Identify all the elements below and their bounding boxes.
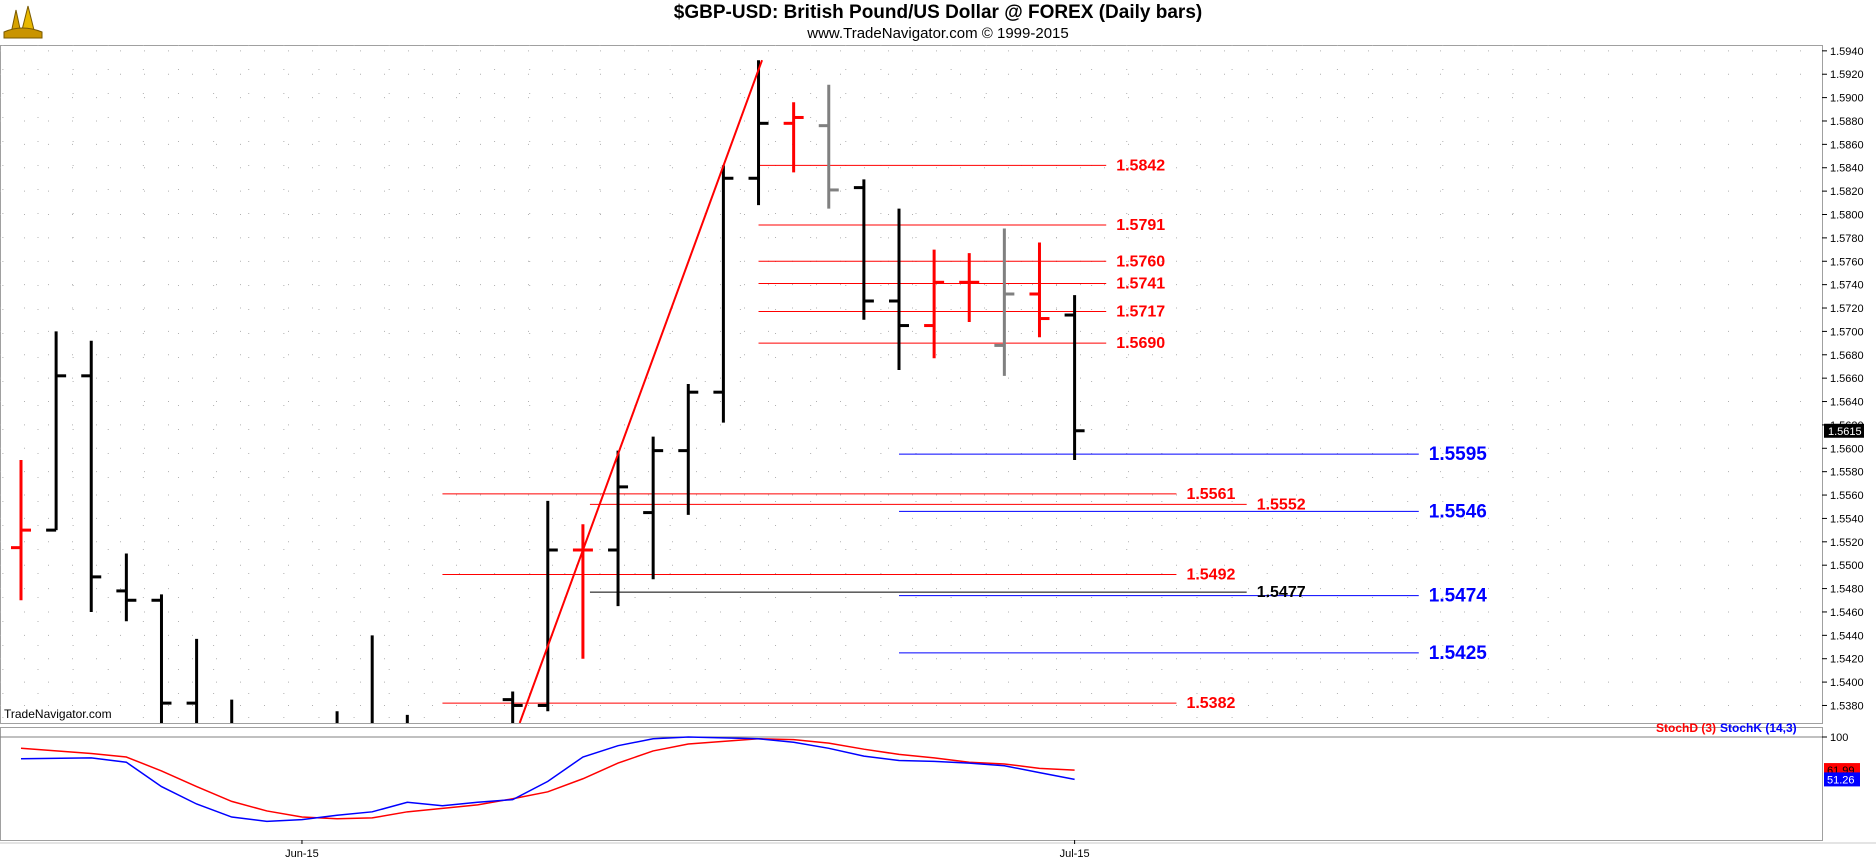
y-axis-tick-label: 1.5700 — [1830, 326, 1864, 338]
ohlc-bar — [818, 84, 839, 209]
ohlc-bar — [46, 331, 67, 532]
stoch-k-badge — [1824, 772, 1860, 787]
fib-level-label: 1.5474 — [1429, 586, 1488, 607]
chart-title: $GBP-USD: British Pound/US Dollar @ FORE… — [673, 2, 1203, 23]
watermark-text: TradeNavigator.com — [4, 707, 112, 721]
stochastic-y-tick-label: 100 — [1830, 732, 1848, 744]
fib-level-label: 1.5595 — [1429, 444, 1488, 465]
chart-subtitle: www.TradeNavigator.com © 1999-2015 — [807, 25, 1069, 42]
fib-level-label: 1.5791 — [1116, 217, 1165, 234]
fib-level-label: 1.5492 — [1186, 567, 1235, 584]
stoch-d-line — [20, 737, 1075, 820]
ohlc-bar — [572, 524, 593, 659]
y-axis-tick-label: 1.5480 — [1830, 584, 1864, 596]
ohlc-bar — [537, 500, 558, 712]
fib-level-label: 1.5717 — [1116, 304, 1165, 321]
fib-level-label: 1.5552 — [1257, 496, 1306, 513]
ohlc-bar — [502, 691, 523, 723]
stochastic-legend-item: StochK (14,3) — [1720, 721, 1797, 735]
y-axis-tick-label: 1.5560 — [1830, 490, 1864, 502]
ohlc-bar — [432, 729, 452, 799]
y-axis-tick-label: 1.5860 — [1830, 139, 1864, 151]
stoch-k-value: 51.26 — [1827, 774, 1855, 786]
ohlc-bar — [335, 711, 339, 723]
fib-level-label: 1.5382 — [1186, 695, 1235, 712]
ohlc-bar — [924, 249, 945, 359]
fib-level-label: 1.5741 — [1116, 275, 1165, 292]
stochastic-legend-item: StochD (3) — [1656, 721, 1716, 735]
ohlc-bar — [889, 208, 909, 370]
ohlc-bar — [257, 741, 277, 799]
trade-navigator-logo — [3, 5, 43, 39]
fib-level-label: 1.5690 — [1116, 335, 1165, 352]
y-axis-tick-label: 1.5460 — [1830, 607, 1864, 619]
ohlc-bar — [151, 594, 172, 723]
y-axis-tick-label: 1.5420 — [1830, 654, 1864, 666]
y-axis-tick-label: 1.5800 — [1830, 210, 1864, 222]
ohlc-bar — [230, 699, 234, 723]
ohlc-bar — [292, 752, 312, 799]
y-axis-tick-label: 1.5680 — [1830, 350, 1864, 362]
y-axis-tick-label: 1.5920 — [1830, 69, 1864, 81]
y-axis-tick-label: 1.5520 — [1830, 537, 1864, 549]
stoch-k-line — [20, 736, 1075, 823]
trendline — [518, 59, 763, 723]
y-axis-tick-label: 1.5900 — [1830, 93, 1864, 105]
ohlc-bar — [748, 60, 769, 206]
x-axis-tick-label: Jun-15 — [285, 848, 319, 860]
price-grid — [0, 45, 1822, 723]
y-axis-tick-label: 1.5500 — [1830, 560, 1864, 572]
y-axis-tick-label: 1.5580 — [1830, 467, 1864, 479]
ohlc-bar — [370, 635, 374, 723]
fib-level-label: 1.5477 — [1257, 584, 1306, 601]
fib-level-label: 1.5842 — [1116, 157, 1165, 174]
ohlc-bar — [81, 340, 102, 612]
ohlc-bar — [608, 450, 629, 607]
last-price-badge — [1824, 423, 1864, 438]
y-axis-tick-label: 1.5760 — [1830, 256, 1864, 268]
fib-levels — [442, 164, 1419, 704]
y-axis-tick-label: 1.5440 — [1830, 630, 1864, 642]
y-axis-tick-label: 1.5740 — [1830, 280, 1864, 292]
y-axis-tick-label: 1.5640 — [1830, 397, 1864, 409]
y-axis-tick-label: 1.5400 — [1830, 677, 1864, 689]
ohlc-bar — [959, 253, 980, 323]
last-price-label: 1.5615 — [1828, 426, 1862, 438]
ohlc-bar — [11, 459, 31, 601]
fib-level-label: 1.5561 — [1186, 486, 1235, 503]
y-axis-tick-label: 1.5840 — [1830, 163, 1864, 175]
ohlc-bar — [468, 729, 488, 799]
y-axis-tick-label: 1.5780 — [1830, 233, 1864, 245]
y-axis-tick-label: 1.5940 — [1830, 46, 1864, 58]
ohlc-bar — [643, 436, 664, 580]
price-panel-frame — [0, 45, 1823, 724]
ohlc-bar — [678, 384, 699, 515]
fib-level-label: 1.5760 — [1116, 253, 1165, 270]
ohlc-bar — [713, 165, 734, 423]
fib-level-label: 1.5546 — [1429, 501, 1487, 522]
y-axis-tick-label: 1.5600 — [1830, 443, 1864, 455]
y-axis-tick-label: 1.5820 — [1830, 186, 1864, 198]
stochastic-panel-frame — [0, 727, 1823, 841]
y-axis-tick-label: 1.5880 — [1830, 116, 1864, 128]
y-axis-tick-label: 1.5720 — [1830, 303, 1864, 315]
ohlc-bar — [1029, 242, 1050, 338]
ohlc-bar — [853, 179, 874, 320]
y-axis-tick-label: 1.5540 — [1830, 513, 1864, 525]
stochastic-lines — [20, 736, 1075, 823]
y-axis-tick-label: 1.5380 — [1830, 700, 1864, 712]
fib-level-label: 1.5425 — [1429, 643, 1488, 664]
ohlc-bar — [116, 553, 137, 622]
y-axis-tick-label: 1.5660 — [1830, 373, 1864, 385]
ohlc-bar — [186, 638, 199, 723]
ohlc-bar — [1064, 295, 1085, 460]
x-axis-tick-label: Jul-15 — [1060, 848, 1090, 860]
ohlc-bar — [994, 228, 1015, 376]
ohlc-bars — [11, 60, 1085, 799]
ohlc-bar — [783, 102, 804, 173]
